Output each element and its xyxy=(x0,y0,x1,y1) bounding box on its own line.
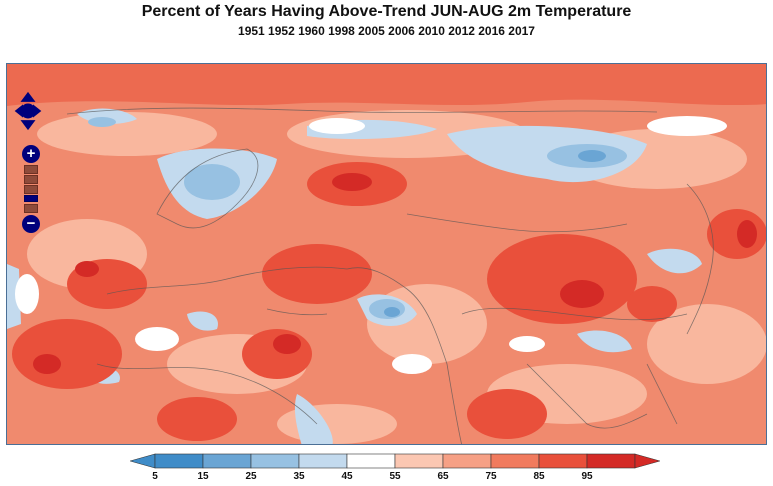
map-viewport[interactable]: + − xyxy=(6,63,767,445)
map-subtitle-years: 1951 1952 1960 1998 2005 2006 2010 2012 … xyxy=(238,24,535,38)
legend-color-swatch xyxy=(442,453,492,469)
legend-color-swatch xyxy=(538,453,588,469)
zoom-level-bar[interactable] xyxy=(24,175,38,184)
legend-tick-label: 55 xyxy=(389,471,401,482)
legend-arrow-high xyxy=(634,453,660,469)
zoom-level-bar[interactable] xyxy=(24,185,38,194)
color-legend: 5 15 25 35 45 55 65 75 85 95 xyxy=(130,453,660,483)
zoom-level-bar[interactable] xyxy=(24,165,38,174)
legend-color-swatch xyxy=(586,453,636,469)
zoom-level-bar[interactable] xyxy=(24,204,38,213)
zoom-out-button[interactable]: − xyxy=(22,215,40,233)
neutral-patches xyxy=(15,116,727,374)
coastlines xyxy=(66,107,714,444)
legend-tick-label: 35 xyxy=(293,471,305,482)
pan-arrows-icon[interactable] xyxy=(13,87,43,135)
hottest-cores xyxy=(33,173,757,374)
legend-tick-label: 25 xyxy=(245,471,257,482)
legend-color-swatch xyxy=(154,453,204,469)
map-title: Percent of Years Having Above-Trend JUN-… xyxy=(141,3,632,20)
legend-color-swatch xyxy=(202,453,252,469)
legend-tick-label: 5 xyxy=(152,471,158,482)
temperature-map xyxy=(7,64,766,444)
legend-arrow-low xyxy=(130,453,156,469)
legend-tick-label: 65 xyxy=(437,471,449,482)
legend-color-swatch xyxy=(250,453,300,469)
legend-tick-label: 45 xyxy=(341,471,353,482)
legend-tick-label: 15 xyxy=(197,471,209,482)
zoom-level-slider[interactable] xyxy=(24,195,38,202)
legend-tick-label: 75 xyxy=(485,471,497,482)
legend-tick-label: 85 xyxy=(533,471,545,482)
legend-color-swatch xyxy=(298,453,348,469)
zoom-in-button[interactable]: + xyxy=(22,145,40,163)
legend-color-swatch xyxy=(394,453,444,469)
coldest-cores xyxy=(384,150,606,317)
legend-color-swatch xyxy=(346,453,396,469)
legend-color-swatch xyxy=(490,453,540,469)
legend-colorbar xyxy=(130,453,660,469)
legend-tick-label: 95 xyxy=(581,471,593,482)
arctic-warm-band xyxy=(7,64,766,106)
